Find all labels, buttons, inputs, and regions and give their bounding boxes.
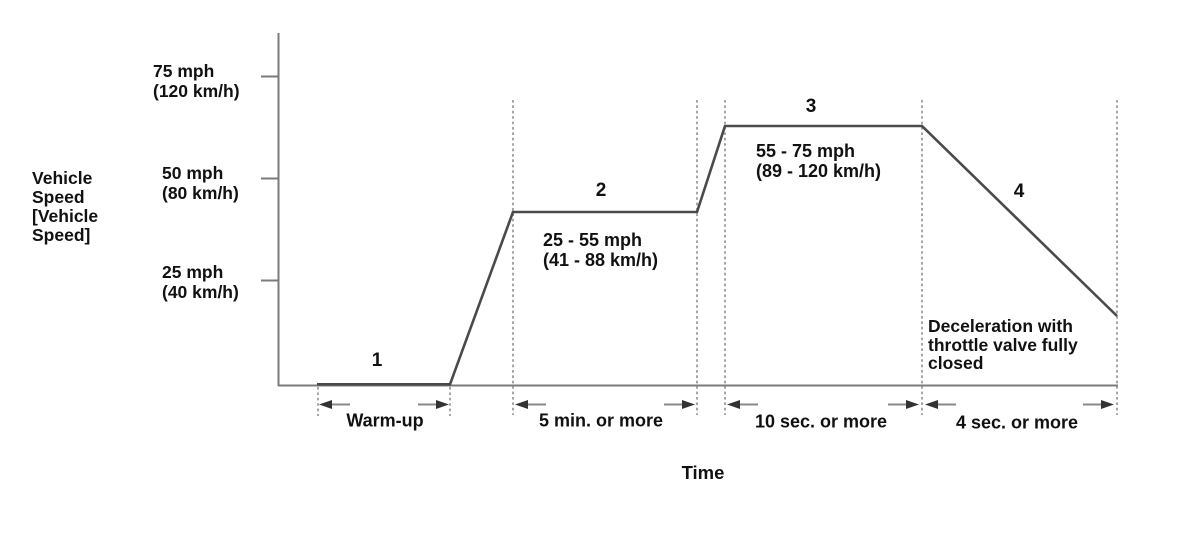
arrow-right-icon	[906, 400, 919, 409]
range-arrows-4sec	[925, 400, 1114, 409]
speed-range-kmh: (41 - 88 km/h)	[543, 249, 659, 270]
phase-2-number: 2	[595, 180, 607, 201]
y-tick-mph: 75 mph	[153, 61, 215, 81]
arrow-left-icon	[319, 400, 332, 409]
phase-4-note-line: throttle valve fully	[928, 334, 1078, 355]
y-tick-kmh: (40 km/h)	[162, 281, 239, 302]
phase-3-number: 3	[805, 96, 817, 117]
range-arrows-5min	[515, 400, 695, 409]
y-tick-label-25: 25 mph (40 km/h)	[162, 262, 239, 302]
arrow-right-icon	[1101, 400, 1114, 409]
phase-4-note: Deceleration with throttle valve fully c…	[928, 317, 1078, 373]
phase-2-speed-range: 25 - 55 mph (41 - 88 km/h)	[543, 230, 659, 270]
phase-3-speed-range: 55 - 75 mph (89 - 120 km/h)	[756, 141, 882, 181]
speed-range-kmh: (89 - 120 km/h)	[756, 160, 882, 181]
speed-profile-line	[317, 124, 1118, 386]
y-tick-mph: 25 mph	[162, 262, 224, 282]
phase-4-note-line: closed	[928, 353, 984, 373]
phase-1-caption: Warm-up	[346, 410, 424, 431]
arrow-left-icon	[727, 400, 740, 409]
y-tick-label-75: 75 mph (120 km/h)	[153, 61, 240, 101]
arrow-right-icon	[436, 400, 449, 409]
phase-3-caption: 10 sec. or more	[754, 411, 888, 432]
y-axis-title-line: [Vehicle	[32, 206, 99, 226]
x-axis-title: Time	[681, 462, 725, 483]
y-axis-title-line: Speed	[32, 187, 85, 207]
y-axis-title-line: Vehicle	[32, 168, 93, 188]
arrow-left-icon	[925, 400, 938, 409]
y-tick-kmh: (120 km/h)	[153, 80, 240, 101]
range-arrows-10sec	[727, 400, 919, 409]
y-axis-title: Vehicle Speed [Vehicle Speed]	[32, 169, 98, 245]
arrow-left-icon	[515, 400, 528, 409]
y-tick-label-50: 50 mph (80 km/h)	[162, 163, 239, 203]
y-tick-kmh: (80 km/h)	[162, 182, 239, 203]
phase-4-number: 4	[1013, 181, 1025, 202]
phase-1-number: 1	[371, 350, 383, 371]
arrow-right-icon	[682, 400, 695, 409]
range-arrows-warmup	[319, 400, 449, 409]
phase-4-note-line: Deceleration with	[928, 316, 1073, 336]
speed-range-mph: 55 - 75 mph	[756, 141, 856, 161]
phase-4-caption: 4 sec. or more	[955, 412, 1079, 433]
y-tick-mph: 50 mph	[162, 163, 224, 183]
y-axis-title-line: Speed]	[32, 225, 91, 245]
phase-2-caption: 5 min. or more	[538, 410, 664, 431]
speed-range-mph: 25 - 55 mph	[543, 230, 643, 250]
